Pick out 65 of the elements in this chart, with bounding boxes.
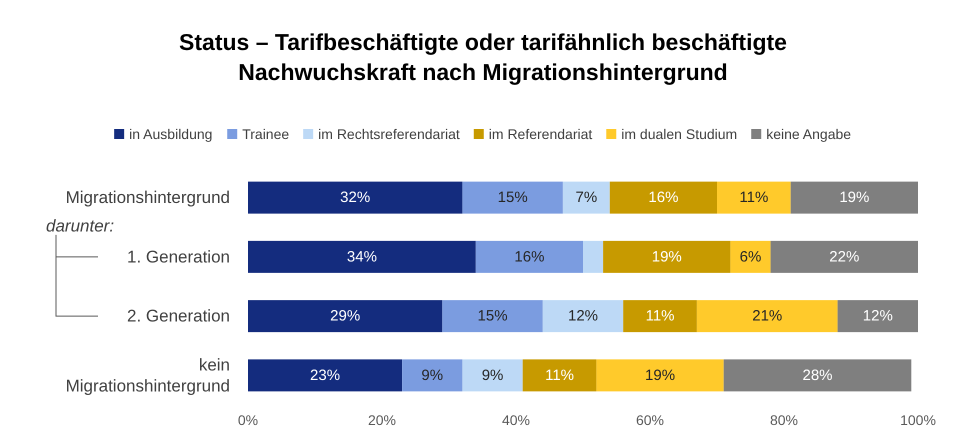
- legend-label: im Referendariat: [488, 126, 592, 142]
- data-label: 19%: [839, 189, 870, 206]
- bar: [462, 182, 563, 214]
- bar: [838, 300, 918, 332]
- chart-title: Status – Tarifbeschäftigte oder tarifähnlich beschäftigte Nachwuchskraft nach Migrationshintergrund: [179, 29, 787, 85]
- data-label: 28%: [802, 366, 833, 384]
- y-tick-label: 1. Generation: [126, 247, 230, 266]
- bar: [462, 359, 523, 392]
- y-tick-label: Migrationshintergrund: [66, 188, 230, 208]
- bar: [603, 240, 730, 273]
- data-label: 32%: [340, 189, 370, 206]
- data-label: 29%: [330, 308, 360, 325]
- data-label: 23%: [310, 366, 340, 384]
- bar: [623, 300, 697, 332]
- data-label: 21%: [752, 308, 782, 325]
- x-tick-label: 80%: [770, 412, 798, 428]
- bar: [248, 240, 476, 273]
- data-label: 34%: [346, 248, 377, 266]
- data-label: 15%: [478, 308, 508, 325]
- data-label: 16%: [648, 189, 678, 206]
- data-label: 12%: [862, 308, 893, 325]
- bar: [730, 240, 771, 273]
- data-label: 7%: [576, 189, 598, 206]
- text: darunter:: [46, 216, 114, 236]
- bar: [476, 240, 583, 273]
- data-label: 6%: [740, 248, 762, 266]
- bar: [610, 182, 717, 214]
- data-label: 19%: [652, 248, 682, 266]
- x-tick-label: 60%: [636, 412, 664, 428]
- data-label: 11%: [646, 308, 675, 325]
- legend-label: keine Angabe: [766, 126, 852, 142]
- bar: [248, 359, 402, 392]
- bar: [717, 182, 791, 214]
- legend-label: Trainee: [242, 126, 290, 142]
- bar: [522, 359, 596, 392]
- data-label: 11%: [545, 366, 574, 384]
- x-tick-label: 40%: [502, 412, 530, 428]
- legend-label: in Ausbildung: [129, 126, 212, 142]
- data-label: 12%: [568, 308, 598, 325]
- legend-label: im dualen Studium: [621, 126, 738, 142]
- data-label: 9%: [482, 366, 504, 384]
- x-tick-label: 20%: [368, 412, 396, 428]
- bar: [442, 300, 543, 332]
- x-tick-label: 100%: [900, 412, 936, 428]
- x-tick-label: 0%: [238, 412, 258, 428]
- data-label: 19%: [645, 366, 676, 384]
- bar: [248, 182, 462, 214]
- y-tick-label: kein Migrationshintergrund: [66, 355, 230, 396]
- bar: [770, 240, 918, 273]
- bar: [562, 182, 610, 214]
- bar: [542, 300, 624, 332]
- bar: [696, 300, 838, 332]
- bar: [790, 182, 918, 214]
- legend-label: im Rechtsreferendariat: [318, 126, 460, 142]
- data-label: 16%: [514, 248, 544, 266]
- data-label: 22%: [829, 248, 860, 266]
- data-label: 11%: [739, 189, 768, 206]
- data-label: 15%: [498, 189, 528, 206]
- bar: [402, 359, 462, 392]
- bar: [248, 300, 442, 332]
- bar: [724, 359, 912, 392]
- bar: [583, 240, 604, 273]
- data-label: 9%: [421, 366, 444, 384]
- y-tick-label: 2. Generation: [126, 306, 230, 326]
- bar: [596, 359, 724, 392]
